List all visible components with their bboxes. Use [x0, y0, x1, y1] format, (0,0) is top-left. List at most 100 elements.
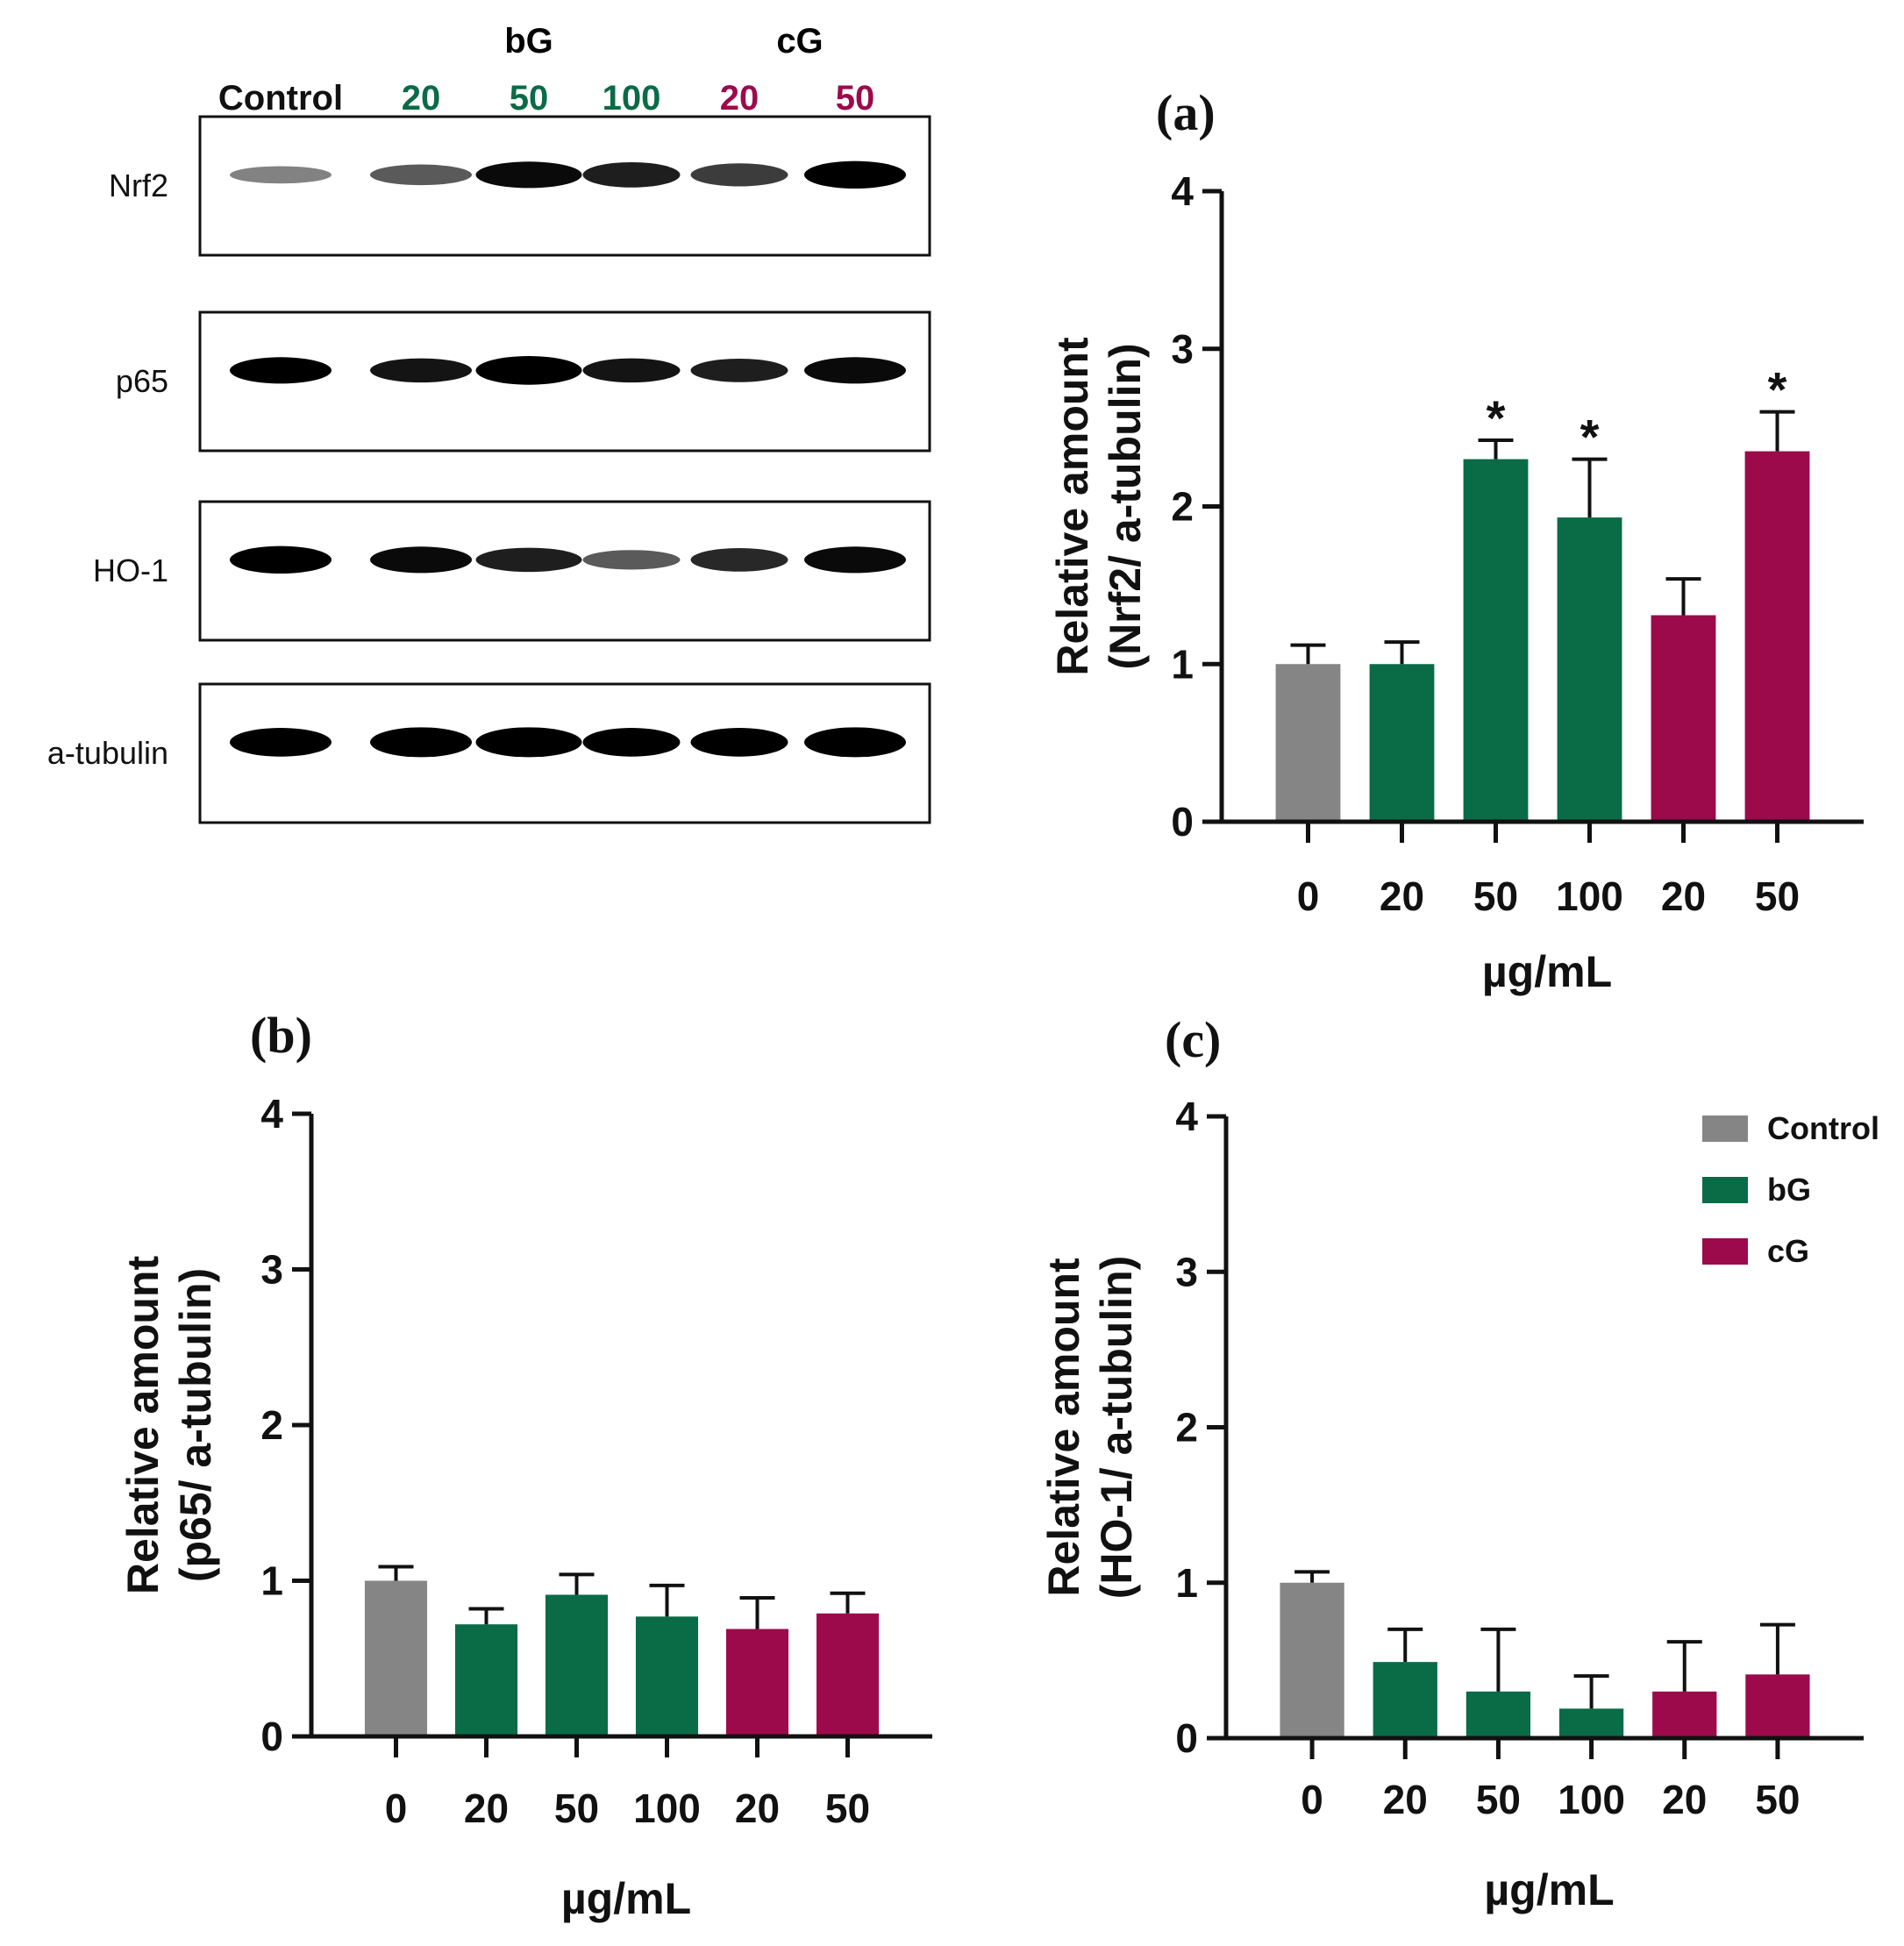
blot-band [582, 728, 681, 757]
blot-band [230, 166, 332, 184]
blot-row: HO-1 [93, 500, 931, 642]
x-tick-label: 20 [735, 1786, 780, 1831]
blot-band [804, 727, 906, 758]
blot-lane-label: 20 [402, 79, 441, 118]
legend-label: Control [1767, 1110, 1879, 1146]
blot-band [475, 356, 582, 385]
significance-marker: * [1768, 362, 1787, 417]
blot-group-label-bG: bG [504, 22, 553, 61]
chart-c-ho1: (c)Relative amount (HO-1/ a-tubulin)0 20 50… [1039, 1011, 1879, 1914]
blot-band [690, 359, 788, 382]
x-tick-label: 100 [1556, 873, 1623, 919]
x-tick-label: 0 [1297, 873, 1320, 919]
bar [635, 1616, 699, 1736]
y-tick-label: 4 [260, 1091, 283, 1137]
y-tick-label: 4 [1171, 168, 1194, 214]
blot-band [475, 161, 582, 189]
x-tick-label: 50 [1473, 873, 1518, 919]
x-tick-label: 50 [825, 1786, 870, 1831]
legend-swatch [1702, 1177, 1748, 1203]
blot-row: p65 [116, 310, 931, 453]
x-tick-label: 0 [1301, 1777, 1323, 1822]
x-tick-label: 20 [1662, 1777, 1707, 1822]
legend-swatch [1702, 1238, 1748, 1265]
blot-row: a-tubulin [47, 682, 931, 824]
blot-rows: Nrf2 p65 HO-1 a-tubulin [47, 115, 931, 824]
blot-lane-label: Control [218, 79, 343, 118]
blot-membrane [198, 500, 931, 642]
blot-band [804, 546, 906, 574]
x-tick-label: 20 [464, 1786, 509, 1831]
y-axis-title-line2: (Nrf2/ a-tubulin) [1101, 343, 1150, 669]
bar [725, 1629, 789, 1736]
blot-band [804, 357, 906, 384]
y-axis-title-line2: (p65/ a-tubulin) [171, 1268, 220, 1582]
chart-a-nrf2: (a)Relative amount (Nrf2/ a-tubulin)0 20*5… [1048, 84, 1864, 996]
blot-group-label-cG: cG [776, 22, 823, 61]
significance-marker: * [1580, 410, 1600, 465]
western-blot-panel: bG cG Control 20 50 100 20 50 Nrf2 p65 HO-1 a-tu… [47, 22, 931, 824]
y-axis-title-line1: Relative amount [1048, 337, 1097, 676]
y-tick-label: 3 [1171, 326, 1194, 372]
bar [1369, 664, 1435, 822]
bar [364, 1580, 428, 1736]
panel-label: (c) [1165, 1011, 1221, 1068]
blot-row-label: Nrf2 [109, 168, 168, 203]
blot-band [582, 161, 681, 188]
y-tick-label: 3 [1175, 1249, 1198, 1294]
x-tick-label: 20 [1383, 1777, 1428, 1822]
bar [1744, 451, 1810, 822]
legend-label: cG [1767, 1233, 1809, 1269]
blot-membrane [198, 115, 931, 257]
blot-band [370, 358, 472, 383]
y-axis-title-line1: Relative amount [118, 1256, 168, 1595]
bar [1280, 1582, 1344, 1738]
x-tick-label: 0 [385, 1786, 408, 1831]
blot-band [690, 163, 788, 187]
blot-row-label: HO-1 [93, 552, 168, 588]
bar [1745, 1674, 1810, 1738]
blot-band [475, 547, 582, 573]
bar [1373, 1662, 1437, 1738]
panel-label: (b) [250, 1007, 312, 1064]
blot-band [370, 727, 472, 758]
blot-membrane [198, 682, 931, 824]
significance-marker: * [1487, 390, 1506, 446]
panel-label: (a) [1156, 84, 1216, 141]
x-tick-label: 100 [633, 1786, 701, 1831]
blot-band [804, 160, 906, 189]
blot-band [370, 164, 472, 186]
blot-band [690, 548, 788, 572]
x-tick-label: 50 [1755, 1777, 1800, 1822]
legend-label: bG [1767, 1172, 1811, 1208]
blot-row-label: p65 [116, 363, 168, 399]
y-tick-label: 0 [1171, 799, 1194, 845]
bar [1652, 1691, 1717, 1738]
chart-b-p65: (b) Relative amount (p65/ a-tubulin) 0 20 50 1… [118, 1007, 932, 1923]
y-tick-label: 0 [260, 1714, 283, 1759]
blot-lane-label: 100 [603, 79, 661, 118]
bar [816, 1613, 880, 1736]
blot-row: Nrf2 [109, 115, 931, 257]
y-axis-title-line1: Relative amount [1039, 1258, 1088, 1597]
y-axis-title-line2: (HO-1/ a-tubulin) [1092, 1256, 1141, 1600]
bar [1275, 664, 1341, 822]
y-tick-label: 0 [1175, 1715, 1198, 1761]
legend-swatch [1702, 1116, 1748, 1142]
blot-band [230, 728, 332, 757]
blot-lane-label: 50 [836, 79, 875, 118]
y-tick-label: 2 [1175, 1405, 1198, 1451]
y-tick-label: 1 [1171, 641, 1194, 687]
x-tick-label: 50 [1755, 873, 1800, 919]
blot-band [230, 357, 332, 384]
blot-lane-label: 50 [510, 79, 549, 118]
blot-band [582, 550, 681, 570]
y-tick-label: 3 [260, 1247, 283, 1293]
x-axis-title: µg/mL [1482, 947, 1612, 996]
x-tick-label: 50 [1476, 1777, 1521, 1822]
bar [1465, 1691, 1531, 1738]
x-axis-title: µg/mL [1484, 1865, 1614, 1914]
bar [1463, 459, 1529, 822]
x-tick-label: 50 [554, 1786, 599, 1831]
